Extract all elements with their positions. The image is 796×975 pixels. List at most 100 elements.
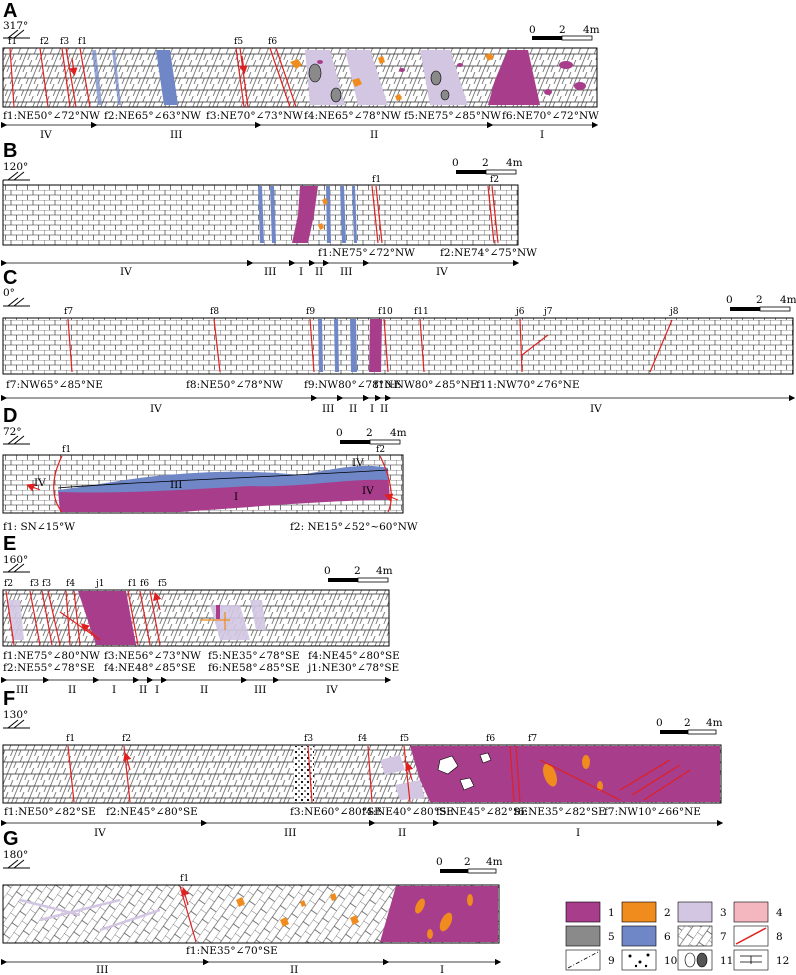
svg-text:I: I (440, 964, 444, 975)
svg-text:4m: 4m (390, 427, 407, 439)
svg-text:III: III (96, 964, 108, 975)
svg-text:12: 12 (776, 955, 789, 967)
svg-text:0: 0 (336, 427, 343, 439)
attitude-a-1: f1:NE50°∠72°NW (3, 110, 100, 122)
svg-text:f7: f7 (64, 307, 73, 317)
svg-text:f4:NE45°∠80°SE: f4:NE45°∠80°SE (308, 650, 400, 662)
azimuth-e: 160° (3, 554, 28, 566)
legend: 1 2 3 4 5 6 7 8 9 10 11 12 (565, 901, 789, 971)
svg-text:II: II (349, 403, 357, 415)
svg-text:5: 5 (608, 931, 615, 943)
scale-bar-e: 0 2 4m (324, 565, 393, 583)
svg-text:4m: 4m (486, 856, 503, 868)
svg-text:f6:NE35°∠82°SE: f6:NE35°∠82°SE (514, 806, 606, 818)
svg-text:f11: f11 (414, 307, 429, 317)
azimuth-g: 180° (3, 849, 28, 861)
svg-text:j7: j7 (543, 307, 553, 317)
svg-text:4m: 4m (583, 24, 600, 36)
magenta-body-f (410, 746, 720, 802)
svg-text:f6: f6 (140, 579, 149, 589)
svg-text:f1: f1 (128, 579, 137, 589)
svg-text:I: I (576, 827, 580, 839)
svg-text:0: 0 (436, 856, 443, 868)
svg-text:IV: IV (326, 684, 338, 696)
panel-F: F 130° f1 f2 f3 f4 f5 f6 f7 0 2 4m f1:NE… (0, 688, 724, 839)
blue-dike-a (156, 50, 178, 105)
attitude-b-1: f1:NE75°∠72°NW (318, 247, 415, 259)
svg-text:2: 2 (684, 717, 691, 729)
attitude-c-1: f7:NW65°∠85°NE (6, 379, 103, 391)
svg-text:IV: IV (352, 457, 364, 469)
svg-text:j1: j1 (95, 579, 105, 589)
svg-text:f4: f4 (358, 734, 367, 744)
svg-text:I: I (112, 684, 116, 696)
magenta-body-e (78, 591, 136, 645)
blue-layer-d (58, 465, 388, 493)
svg-text:II: II (200, 684, 208, 696)
svg-text:f8: f8 (210, 307, 219, 317)
fault-label-a-3: f3 (60, 37, 69, 47)
svg-text:f5:NE35°∠78°SE: f5:NE35°∠78°SE (208, 650, 300, 662)
svg-text:j8: j8 (669, 307, 679, 317)
svg-text:I: I (234, 491, 238, 503)
svg-text:2: 2 (559, 24, 566, 36)
svg-text:f10: f10 (378, 307, 393, 317)
svg-text:2: 2 (664, 907, 671, 919)
svg-text:f2:NE45°∠80°SE: f2:NE45°∠80°SE (106, 806, 198, 818)
svg-text:I: I (299, 266, 303, 278)
azimuth-c: 0° (3, 287, 15, 299)
scale-bar-f: 0 2 4m (656, 717, 723, 735)
svg-text:f1:NE50°∠82°SE: f1:NE50°∠82°SE (4, 806, 96, 818)
attitude-a-5: f5:NE75°∠85°NW (404, 110, 501, 122)
svg-text:2: 2 (354, 565, 361, 577)
svg-text:0: 0 (452, 157, 459, 169)
svg-text:II: II (139, 684, 147, 696)
svg-text:II: II (290, 964, 298, 975)
svg-text:III: III (170, 479, 182, 491)
svg-text:f6:NE58°∠85°SE: f6:NE58°∠85°SE (208, 662, 300, 674)
svg-text:0: 0 (726, 294, 733, 306)
magenta-dike-c (369, 319, 382, 372)
attitude-a-3: f3:NE70°∠73°NW (206, 110, 303, 122)
fault-label-b-1: f1 (372, 175, 381, 185)
svg-text:4m: 4m (376, 565, 393, 577)
svg-text:II: II (380, 403, 388, 415)
attitude-a-2: f2:NE65°∠63°NW (104, 110, 201, 122)
attitude-c-3: f9:NW80°∠78°NE (304, 379, 401, 391)
svg-text:9: 9 (608, 955, 615, 967)
panel-E: E 160° f2 f3 f3 f4 j1 f1 f6 f5 0 2 4m f1… (0, 533, 400, 696)
svg-text:f5: f5 (400, 734, 409, 744)
azimuth-d: 72° (3, 426, 22, 438)
svg-text:IV: IV (362, 485, 374, 497)
svg-text:j6: j6 (515, 307, 525, 317)
svg-text:7: 7 (720, 931, 727, 943)
svg-text:f1:NE75°∠80°NW: f1:NE75°∠80°NW (3, 650, 100, 662)
svg-text:III: III (254, 684, 266, 696)
attitude-a-6: f6:NE70°∠72°NW (502, 110, 599, 122)
svg-text:f2:NE55°∠78°SE: f2:NE55°∠78°SE (3, 662, 95, 674)
svg-text:f9: f9 (306, 307, 315, 317)
scale-bar-c: 0 2 4m (726, 294, 796, 312)
svg-text:f7:NW10°∠66°NE: f7:NW10°∠66°NE (604, 806, 701, 818)
svg-text:f1: f1 (62, 445, 71, 455)
svg-text:III: III (322, 403, 334, 415)
panel-label-d: D (3, 405, 17, 427)
svg-text:f2: f2 (376, 445, 385, 455)
svg-text:II: II (398, 827, 406, 839)
svg-text:2: 2 (756, 294, 763, 306)
zone-a-1: IV (40, 129, 52, 141)
svg-text:f2: f2 (4, 579, 13, 589)
fault-label-a-4: f1 (78, 37, 87, 47)
attitude-b-2: f2:NE74°∠75°NW (440, 247, 537, 259)
fault-label-b-2: f2 (490, 175, 499, 185)
svg-text:I: I (155, 684, 159, 696)
panel-A: A 317° (0, 0, 600, 141)
zone-a-2: III (170, 129, 182, 141)
svg-text:1: 1 (608, 907, 615, 919)
azimuth-f: 130° (3, 709, 28, 721)
svg-text:f6: f6 (486, 734, 495, 744)
svg-text:f4: f4 (66, 579, 75, 589)
panel-label-c: C (3, 267, 17, 289)
svg-text:f7: f7 (528, 734, 537, 744)
